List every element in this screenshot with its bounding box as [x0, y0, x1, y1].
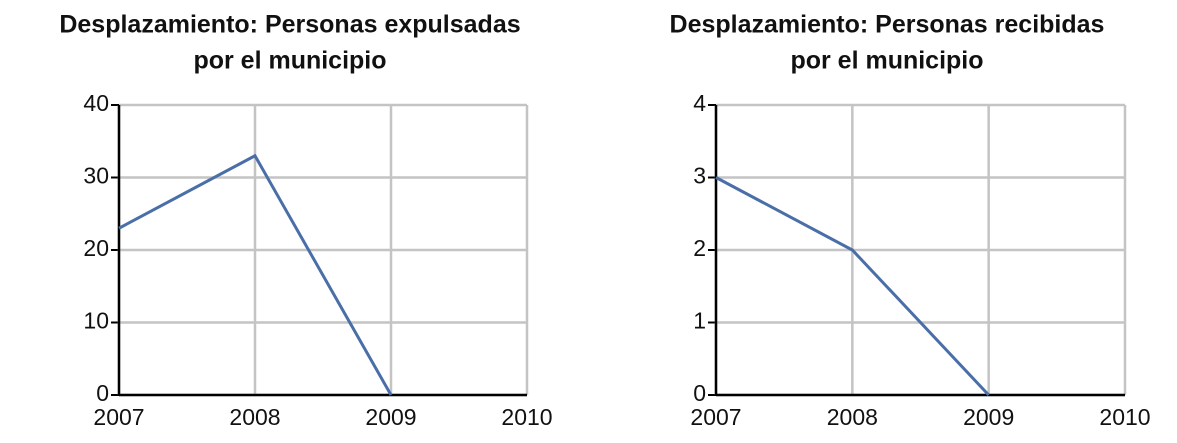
x-tick-label: 2010 [1099, 404, 1150, 430]
y-tick-label: 40 [83, 90, 109, 116]
y-tick-label: 10 [83, 308, 109, 334]
x-tick-label: 2008 [229, 404, 280, 430]
y-tick-label: 30 [83, 163, 109, 189]
y-tick-label: 0 [693, 380, 706, 406]
chart-title: por el municipio [193, 47, 386, 75]
y-tick-label: 2 [693, 235, 706, 261]
x-tick-label: 2007 [690, 404, 741, 430]
chart-title: por el municipio [790, 47, 983, 75]
y-tick-label: 0 [96, 380, 109, 406]
y-tick-label: 4 [693, 90, 706, 116]
x-tick-label: 2007 [93, 404, 144, 430]
x-tick-label: 2009 [365, 404, 416, 430]
data-line [118, 153, 393, 396]
x-tick-label: 2010 [501, 404, 552, 430]
x-tick-label: 2009 [963, 404, 1014, 430]
y-tick-label: 1 [693, 308, 706, 334]
chart-title: Desplazamiento: Personas expulsadas [59, 11, 520, 39]
chart-title: Desplazamiento: Personas recibidas [670, 11, 1105, 39]
y-tick-label: 20 [83, 235, 109, 261]
data-line [715, 176, 990, 397]
x-tick-label: 2008 [827, 404, 878, 430]
y-tick-label: 3 [693, 163, 706, 189]
